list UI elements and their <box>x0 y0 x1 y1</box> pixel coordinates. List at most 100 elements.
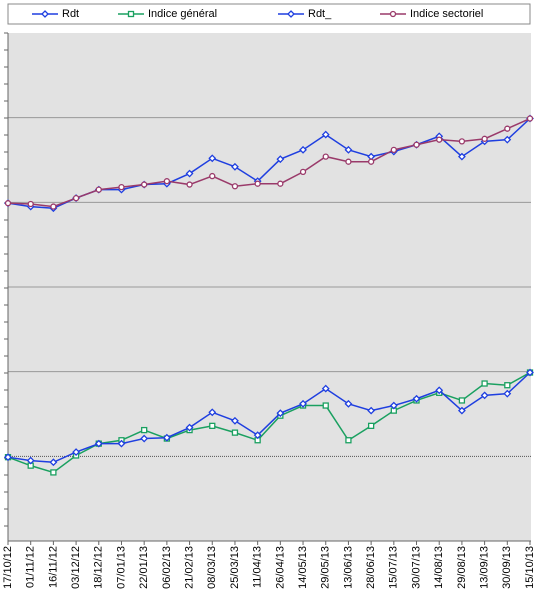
marker <box>27 200 34 208</box>
marker <box>503 135 512 144</box>
marker <box>163 178 171 185</box>
marker <box>345 158 352 165</box>
marker <box>345 437 352 444</box>
x-tick-label: 25/03/13 <box>229 546 241 589</box>
marker <box>299 168 307 176</box>
x-tick-label: 18/12/12 <box>93 546 105 589</box>
marker <box>277 180 284 187</box>
marker <box>231 429 239 436</box>
marker <box>186 181 193 188</box>
marker <box>209 422 216 430</box>
legend <box>7 3 531 25</box>
x-tick-label: 22/01/13 <box>138 546 150 589</box>
marker <box>299 399 307 408</box>
marker <box>457 406 466 415</box>
x-tick-label: 06/02/13 <box>161 546 173 589</box>
marker <box>231 183 239 190</box>
x-tick-label: 13/06/13 <box>342 546 354 589</box>
marker <box>504 125 511 132</box>
marker <box>321 130 330 139</box>
marker <box>367 422 375 430</box>
x-tick-label: 08/03/13 <box>206 546 218 589</box>
marker <box>435 386 444 395</box>
marker <box>457 152 466 161</box>
marker <box>26 456 35 465</box>
marker <box>389 401 398 410</box>
marker <box>209 172 216 180</box>
marker <box>458 138 466 145</box>
marker <box>276 409 285 418</box>
marker <box>231 416 239 425</box>
x-tick-label: 30/07/13 <box>410 546 422 589</box>
legend-marker <box>287 10 295 18</box>
x-tick-label: 30/09/13 <box>501 546 513 589</box>
legend-label: Indice sectoriel <box>410 8 483 20</box>
marker <box>141 426 148 434</box>
marker <box>49 458 58 467</box>
marker <box>72 194 80 202</box>
x-tick-label: 16/11/12 <box>47 546 59 588</box>
x-tick-label: 14/08/13 <box>433 546 445 589</box>
marker <box>413 141 420 148</box>
x-tick-label: 14/05/13 <box>297 546 309 589</box>
x-tick-label: 03/12/12 <box>70 546 82 589</box>
legend-label: Rdt <box>62 8 79 20</box>
marker <box>231 162 239 171</box>
marker <box>299 145 307 154</box>
series-line <box>7 117 531 208</box>
marker <box>503 389 512 398</box>
x-tick-label: 28/06/13 <box>365 546 377 589</box>
marker <box>94 439 103 448</box>
x-tick-label: 17/10/12 <box>2 546 14 589</box>
x-tick-label: 13/09/13 <box>479 546 491 589</box>
marker <box>344 145 353 154</box>
marker <box>162 433 171 442</box>
marker <box>117 439 126 448</box>
x-tick-label: 11/04/13 <box>252 546 264 588</box>
x-tick-label: 07/01/13 <box>115 546 127 589</box>
marker <box>367 158 375 165</box>
x-tick-label: 21/02/13 <box>183 546 195 589</box>
marker <box>344 399 353 408</box>
marker <box>322 402 329 409</box>
marker <box>208 154 217 163</box>
legend-marker <box>389 10 397 18</box>
marker <box>321 384 330 393</box>
marker <box>141 181 148 188</box>
series-line <box>7 371 531 464</box>
marker <box>50 203 57 210</box>
x-tick-label: 26/04/13 <box>274 546 286 589</box>
x-tick-label: 29/08/13 <box>456 546 468 589</box>
x-tick-label: 15/07/13 <box>388 546 400 589</box>
marker <box>481 135 488 142</box>
marker <box>458 397 466 404</box>
marker <box>390 146 397 153</box>
marker <box>140 434 149 443</box>
marker <box>72 448 81 457</box>
marker <box>526 368 534 377</box>
marker <box>322 153 329 160</box>
marker <box>185 169 194 178</box>
marker <box>50 469 57 476</box>
legend-marker <box>127 10 135 18</box>
x-tick-label: 29/05/13 <box>320 546 332 589</box>
marker <box>481 380 488 387</box>
legend-label: Indice général <box>148 8 217 20</box>
marker <box>253 431 262 440</box>
marker <box>4 453 12 462</box>
legend-label: Rdt_ <box>308 8 332 20</box>
marker <box>436 136 443 143</box>
marker <box>480 391 489 400</box>
legend-marker <box>41 10 49 18</box>
marker <box>526 115 534 122</box>
marker <box>95 186 102 193</box>
marker <box>4 200 12 207</box>
marker <box>504 382 511 389</box>
marker <box>254 180 261 187</box>
marker <box>276 155 285 164</box>
x-tick-label: 01/11/12 <box>25 546 37 588</box>
marker <box>185 423 194 432</box>
marker <box>412 394 421 403</box>
x-tick-label: 15/10/13 <box>524 546 535 589</box>
